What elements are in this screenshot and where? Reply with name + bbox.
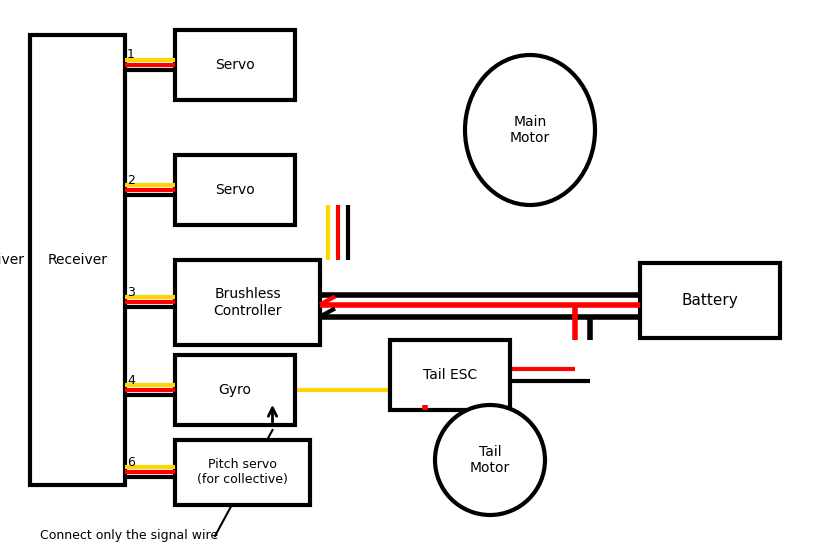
Text: Servo: Servo (215, 183, 255, 197)
Bar (175, 440, 310, 505)
Text: Gyro: Gyro (218, 383, 251, 397)
Text: 1: 1 (127, 48, 135, 61)
Bar (640, 263, 780, 338)
Text: 4: 4 (127, 373, 135, 386)
Text: Servo: Servo (215, 58, 255, 72)
Text: Tail ESC: Tail ESC (423, 368, 477, 382)
Bar (30, 35, 125, 485)
Bar (390, 340, 510, 410)
Bar (175, 260, 320, 345)
Ellipse shape (435, 405, 545, 515)
Text: Battery: Battery (681, 293, 739, 308)
Text: Main
Motor: Main Motor (510, 115, 550, 145)
Text: 6: 6 (127, 456, 135, 468)
Text: Tail
Motor: Tail Motor (470, 445, 510, 475)
Ellipse shape (465, 55, 595, 205)
Text: Pitch servo
(for collective): Pitch servo (for collective) (197, 458, 288, 486)
Bar (175, 355, 295, 425)
Text: Connect only the signal wire: Connect only the signal wire (40, 529, 218, 542)
Text: Brushless
Controller: Brushless Controller (213, 287, 282, 318)
Text: Receiver: Receiver (0, 253, 25, 267)
Bar (175, 30, 295, 100)
Text: 2: 2 (127, 173, 135, 187)
Text: 3: 3 (127, 285, 135, 299)
Bar (175, 155, 295, 225)
Text: Receiver: Receiver (47, 253, 108, 267)
